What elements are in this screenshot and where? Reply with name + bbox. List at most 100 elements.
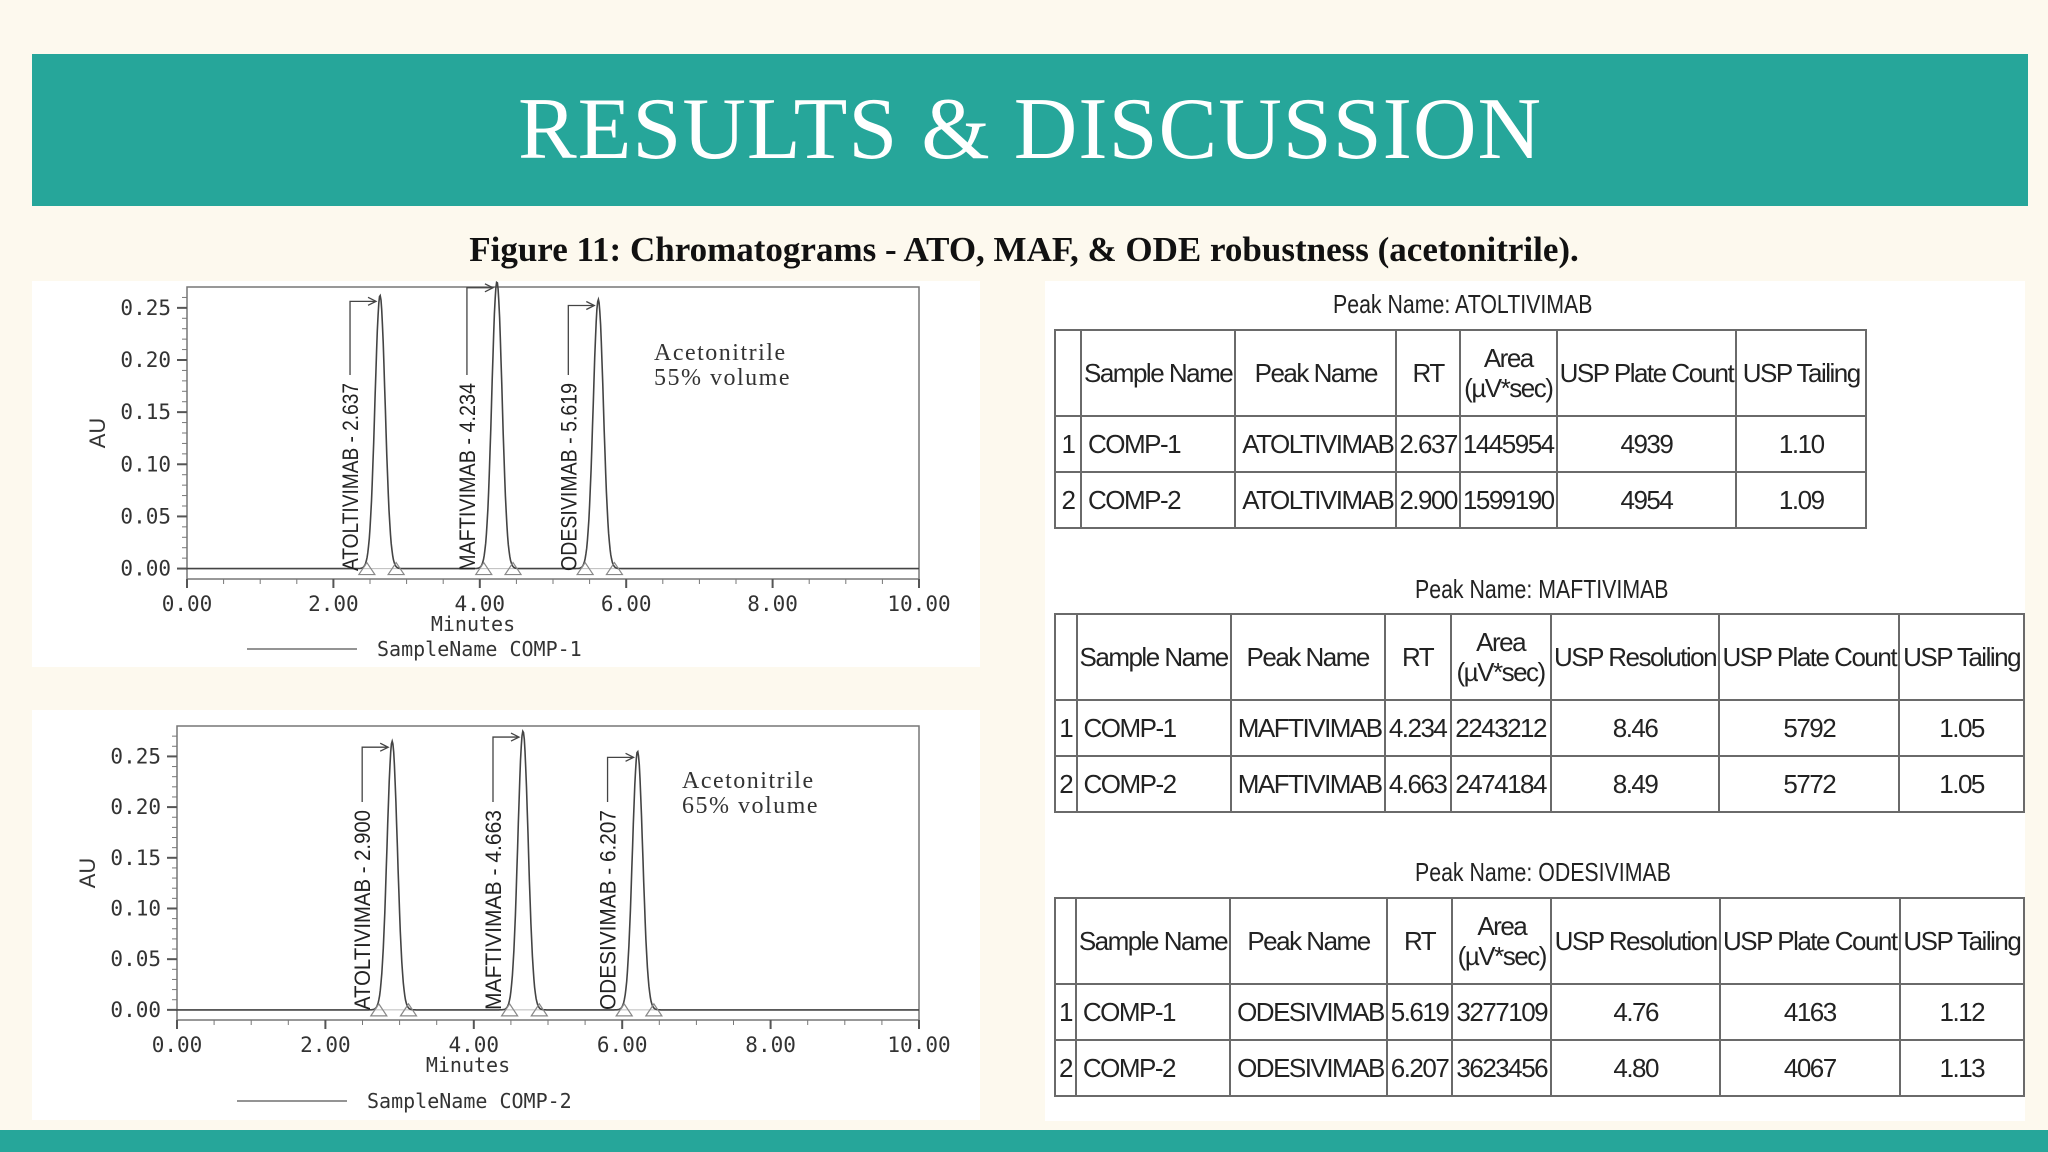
table-cell: 3277109 [1451,983,1553,1041]
chromatogram-trace [186,281,919,570]
peak-arrow [586,300,596,311]
column-header: USP Plate Count [1718,613,1901,701]
table-cell: 5792 [1718,699,1901,757]
y-tick-label: 0.05 [110,947,161,971]
x-axis-label: Minutes [426,1053,510,1077]
table-cell: 4939 [1555,415,1738,473]
y-tick-label: 0.10 [110,896,161,920]
chromatogram-comp-1: 0.00 0.05 0.10 0.15 0.20 0.25 0.00 2.00 4.00 6.00… [32,281,980,667]
column-header: Peak Name [1229,613,1386,701]
peak-label: ODESIVIMAB - 6.207 [596,810,621,1010]
table-maftivimab: Sample Name Peak Name RT Area (µV*sec) USP Re… [1054,613,2025,813]
column-header: Peak Name [1234,329,1398,417]
annotation-text: Acetonitrile [682,768,815,794]
column-header: Area (µV*sec) [1449,613,1552,701]
table-cell: 1445954 [1458,415,1558,473]
table-cell: 8.49 [1549,755,1721,813]
slide-title: RESULTS & DISCUSSION [517,81,1543,178]
table-cell: 2 [1054,471,1082,529]
column-header: RT [1383,613,1452,701]
peak-label: MAFTIVIMAB - 4.234 [455,383,480,571]
table-cell: COMP-1 [1074,983,1232,1041]
table-cell: 1.10 [1735,415,1868,473]
table-row: 1 COMP-1 MAFTIVIMAB 4.234 2243212 8.46 5792 1.0… [1054,699,2025,757]
peak-leader [492,736,518,802]
x-tick-label: 4.00 [449,1033,500,1057]
table-cell: ATOLTIVIMAB [1234,415,1398,473]
peak-arrow [484,283,495,293]
table-row: 2 COMP-2 ODESIVIMAB 6.207 3623456 4.80 4067 1.1… [1054,1039,2026,1097]
table-cell: MAFTIVIMAB [1229,699,1386,757]
table-cell: 5772 [1718,755,1901,813]
x-tick-label: 8.00 [745,1033,796,1057]
annotation-text: Acetonitrile [654,340,787,366]
peak-arrow [367,296,378,306]
table-cell: 1.09 [1735,471,1868,529]
column-header: USP Tailing [1735,329,1868,417]
integration-marker [500,1002,519,1017]
y-tick-label: 0.15 [120,400,171,424]
integration-marker [399,1002,418,1017]
x-tick-label: 0.00 [162,592,213,616]
x-tick-label: 8.00 [747,592,798,616]
table-header-row: Sample Name Peak Name RT Area (µV*sec) USP Re… [1054,897,2026,985]
y-tick-label: 0.20 [110,795,161,819]
table-cell: 1 [1054,699,1078,757]
y-tick-label: 0.10 [120,452,171,476]
column-header: Sample Name [1079,329,1237,417]
annotation-text: 55% volume [654,365,791,391]
table-cell: 4954 [1555,471,1738,529]
table-cell: 2474184 [1449,755,1552,813]
x-tick-label: 4.00 [455,592,506,616]
table-cell: 6.207 [1385,1039,1454,1097]
chromatogram-2-svg: 0.00 0.05 0.10 0.15 0.20 0.25 0.00 2.00 4.00 6.00… [75,725,951,1113]
table-cell: COMP-2 [1075,755,1232,813]
chromatogram-trace [176,729,919,1011]
table-cell: 1.05 [1898,755,2025,813]
column-header: Peak Name [1229,897,1388,985]
integration-marker [357,561,376,576]
annotation-text: 65% volume [682,793,819,819]
integration-marker [369,1002,388,1017]
table-header-row: Sample Name Peak Name RT Area (µV*sec) USP Re… [1054,613,2025,701]
legend-label: SampleName COMP-1 [377,637,582,661]
peak-leader [567,304,594,375]
peak-label: ATOLTIVIMAB - 2.637 [338,383,363,571]
peak-leader [466,287,492,375]
table-cell: COMP-2 [1074,1039,1232,1097]
integration-marker [644,1002,664,1017]
x-tick-label: 0.00 [152,1033,203,1057]
column-header: USP Tailing [1898,613,2025,701]
table-cell: 4.76 [1550,983,1721,1041]
x-tick-label: 2.00 [308,592,359,616]
table-cell: 2.900 [1395,471,1461,529]
table-cell: 5.619 [1385,983,1454,1041]
x-tick-label: 2.00 [300,1033,351,1057]
column-header: USP Plate Count [1718,897,1901,985]
y-tick-label: 0.00 [120,557,171,581]
table-title-atoltivimab: Peak Name: ATOLTIVIMAB [1333,289,1593,319]
title-banner: RESULTS & DISCUSSION [32,54,2028,206]
table-cell: COMP-1 [1079,415,1237,473]
table-row: 2 COMP-2 ATOLTIVIMAB 2.900 1599190 4954 1.09 [1054,471,1868,529]
chromatogram-1-svg: 0.00 0.05 0.10 0.15 0.20 0.25 0.00 2.00 4.00 6.00… [85,281,951,661]
y-tick-label: 0.15 [110,846,161,870]
integration-marker [474,561,493,576]
legend-label: SampleName COMP-2 [367,1089,572,1113]
table-cell: ODESIVIMAB [1229,983,1388,1041]
column-header: USP Resolution [1549,613,1721,701]
y-axis-label: AU [75,858,100,889]
plot-frame [186,286,920,580]
column-header: Area (µV*sec) [1458,329,1558,417]
column-header: Sample Name [1074,897,1232,985]
table-cell: 4.663 [1383,755,1452,813]
bottom-bar [0,1130,2048,1152]
table-cell: 1.13 [1898,1039,2026,1097]
column-header: RT [1395,329,1461,417]
integration-marker [576,561,595,576]
table-cell: COMP-2 [1079,471,1237,529]
column-header: RT [1385,897,1454,985]
peak-arrow [379,742,390,752]
table-header-row: Sample Name Peak Name RT Area (µV*sec) USP Pl… [1054,329,1868,417]
table-cell: 1.12 [1898,983,2026,1041]
